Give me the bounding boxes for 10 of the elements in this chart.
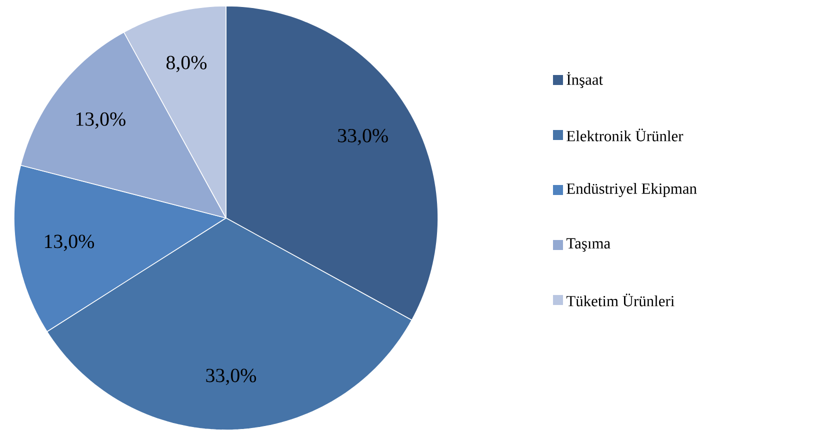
legend-label: Tüketim Ürünleri (566, 294, 674, 306)
legend-label: Elektronik Ürünler (566, 128, 684, 142)
data-label: 13,0% (76, 112, 126, 129)
data-label: 13,0% (44, 234, 94, 252)
data-label: 33,0% (338, 128, 388, 146)
legend-label: İnşaat (566, 72, 603, 88)
legend-label: Taşıma (566, 238, 610, 252)
legend-label: Endüstriyel Ekipman (566, 182, 697, 198)
data-label: 33,0% (206, 368, 256, 386)
data-label: 8,0% (166, 56, 207, 72)
